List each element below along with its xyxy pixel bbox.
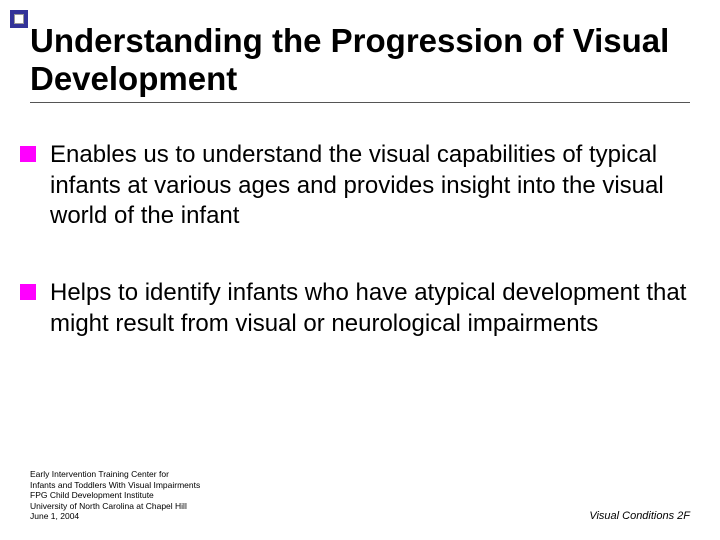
- footer-attribution: Early Intervention Training Center for I…: [30, 469, 200, 522]
- bullet-list: Enables us to understand the visual capa…: [20, 140, 690, 386]
- footer-slide-ref: Visual Conditions 2F: [589, 510, 690, 522]
- list-item: Helps to identify infants who have atypi…: [20, 278, 690, 339]
- accent-square-inner: [14, 14, 24, 24]
- bullet-text: Enables us to understand the visual capa…: [50, 140, 690, 232]
- footer-line: FPG Child Development Institute: [30, 490, 200, 501]
- bullet-text: Helps to identify infants who have atypi…: [50, 278, 690, 339]
- footer-line: June 1, 2004: [30, 511, 200, 522]
- footer-line: University of North Carolina at Chapel H…: [30, 501, 200, 512]
- slide-title: Understanding the Progression of Visual …: [30, 22, 690, 103]
- bullet-square-icon: [20, 146, 36, 162]
- list-item: Enables us to understand the visual capa…: [20, 140, 690, 232]
- footer-line: Early Intervention Training Center for: [30, 469, 200, 480]
- bullet-square-icon: [20, 284, 36, 300]
- footer-line: Infants and Toddlers With Visual Impairm…: [30, 480, 200, 491]
